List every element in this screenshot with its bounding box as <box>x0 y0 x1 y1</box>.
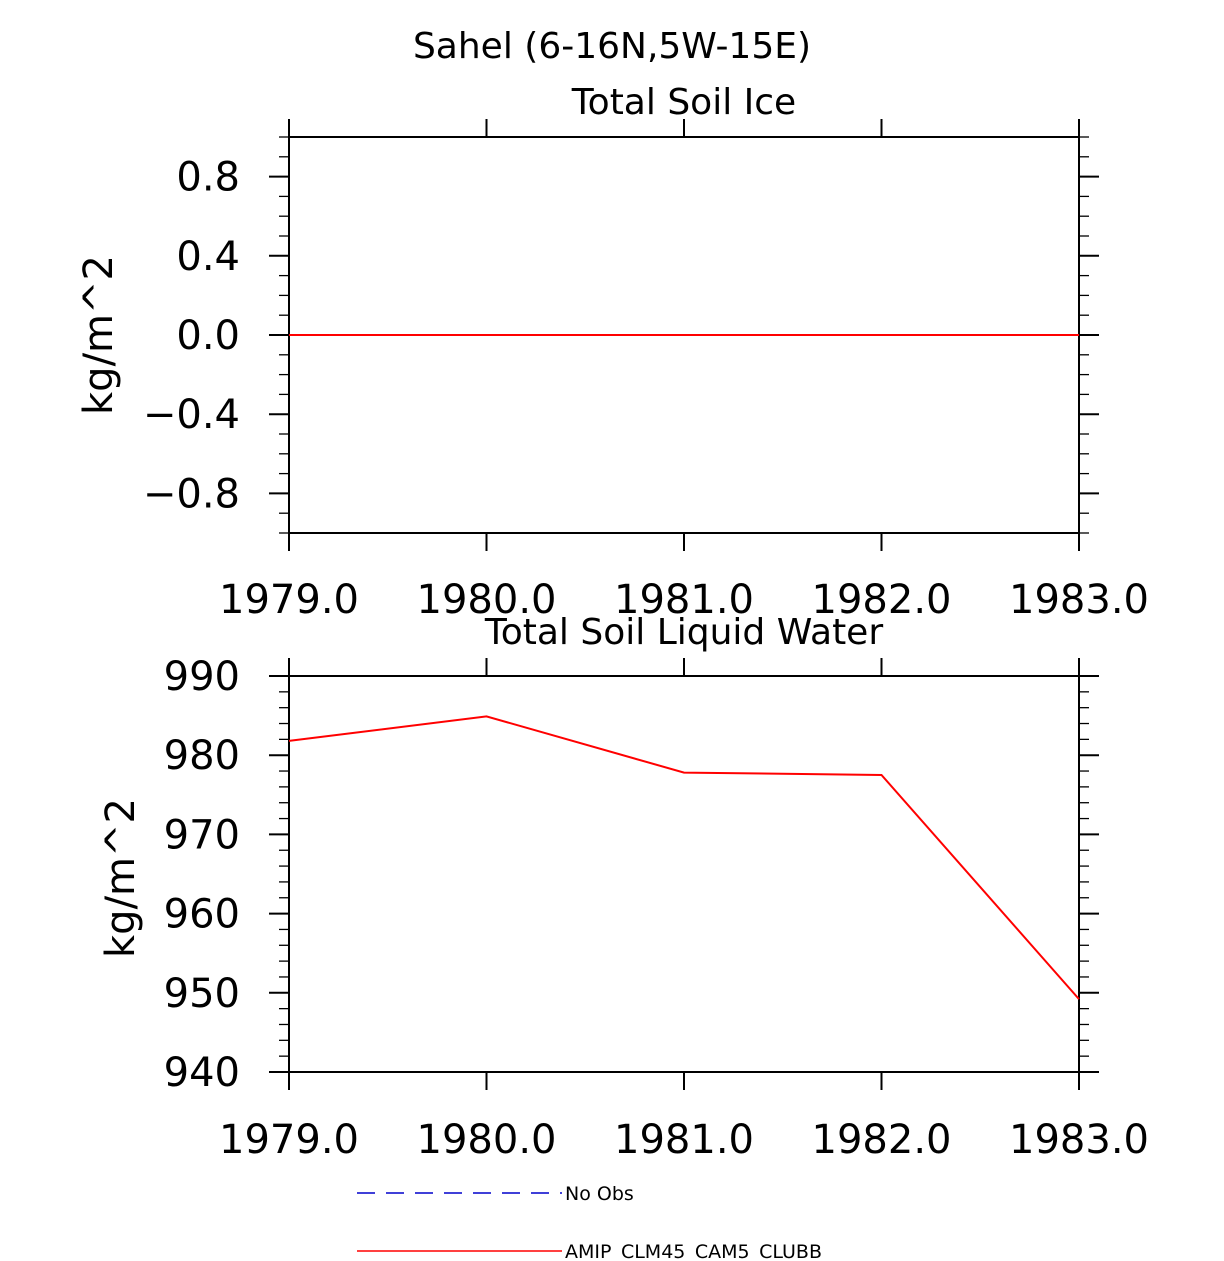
panel-1-ytick-label: 0.8 <box>176 155 240 201</box>
panel-2-ytick-label: 980 <box>164 733 240 779</box>
panel-2-ytick-label: 940 <box>164 1050 240 1096</box>
legend-label-amip: AMIP_CLM45_CAM5_CLUBB <box>565 1241 822 1261</box>
panel-1-title: Total Soil Ice <box>571 82 796 123</box>
panel-total-soil-ice: Total Soil Ice 1979.0 1980.0 1981.0 1982.0 1… <box>76 82 1149 623</box>
panel-1-xtick-label: 1982.0 <box>812 577 952 623</box>
panel-1-xtick-label: 1983.0 <box>1009 577 1149 623</box>
panel-2-ytick-label: 990 <box>164 654 240 700</box>
panel-2-xtick-label: 1980.0 <box>417 1117 557 1163</box>
panel-1-ylabel: kg/m^2 <box>76 255 122 415</box>
panel-1-ytick-label: −0.8 <box>143 471 240 517</box>
panel-2-ylabel: kg/m^2 <box>98 798 144 958</box>
panel-1-xtick-label: 1980.0 <box>417 577 557 623</box>
panel-1-ytick-label: 0.0 <box>176 313 240 359</box>
panel-2-series <box>288 715 1080 1000</box>
panel-total-soil-liquid-water: Total Soil Liquid Water 1979.0 1980.0 1981… <box>98 612 1149 1163</box>
panel-2-xtick-label: 1979.0 <box>219 1117 359 1163</box>
panel-2-xtick-label: 1981.0 <box>614 1117 754 1163</box>
panel-2-ytick-label: 970 <box>164 812 240 858</box>
panel-2-ticks: 1979.0 1980.0 1981.0 1982.0 1983.0 940 950 960 9… <box>164 654 1149 1163</box>
panel-1-xtick-label: 1981.0 <box>614 577 754 623</box>
legend-label-no-obs: No Obs <box>565 1183 634 1205</box>
panel-2-ytick-label: 960 <box>164 892 240 938</box>
panel-2-series-line <box>288 715 1080 1000</box>
panel-2-frame <box>288 675 1080 1073</box>
panel-2-ytick-label: 950 <box>164 971 240 1017</box>
panel-2-xtick-label: 1983.0 <box>1009 1117 1149 1163</box>
panel-1-ytick-label: −0.4 <box>143 392 240 438</box>
legend: No Obs AMIP_CLM45_CAM5_CLUBB <box>357 1183 822 1261</box>
panel-1-ytick-label: 0.4 <box>176 234 240 280</box>
panel-2-xtick-label: 1982.0 <box>812 1117 952 1163</box>
panel-1-ticks: 1979.0 1980.0 1981.0 1982.0 1983.0 −0.8 −0.4 0.… <box>143 119 1149 623</box>
panel-1-xtick-label: 1979.0 <box>219 577 359 623</box>
figure-title: Sahel (6-16N,5W-15E) <box>413 26 811 67</box>
panel-2-title: Total Soil Liquid Water <box>484 612 883 653</box>
